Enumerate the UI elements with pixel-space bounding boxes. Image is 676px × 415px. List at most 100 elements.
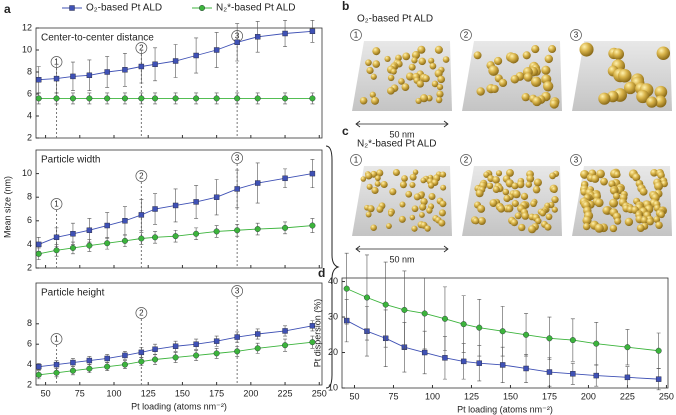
particle xyxy=(654,95,667,108)
particle xyxy=(591,174,600,183)
particle xyxy=(411,225,418,232)
legend-marker xyxy=(198,4,205,11)
panel-label: b xyxy=(342,0,349,13)
particle xyxy=(521,212,530,220)
data-point xyxy=(655,376,662,382)
particle xyxy=(656,46,671,60)
plot-frame xyxy=(35,27,323,139)
particle xyxy=(438,209,446,217)
particle xyxy=(492,176,500,184)
particle xyxy=(508,53,519,64)
data-point xyxy=(254,34,261,40)
particle xyxy=(609,198,619,208)
tile-label: 2 xyxy=(464,156,469,165)
particle xyxy=(511,200,519,208)
particle xyxy=(472,217,480,225)
particle xyxy=(548,45,557,54)
data-point xyxy=(234,227,241,234)
particle xyxy=(655,221,663,229)
marker-circle xyxy=(231,285,244,297)
data-point xyxy=(193,341,199,347)
marker-label: 1 xyxy=(54,58,59,67)
substrate xyxy=(462,41,562,111)
particle xyxy=(511,182,519,190)
particle xyxy=(545,213,553,221)
data-point xyxy=(152,61,158,67)
y-tick-label: 2 xyxy=(27,132,32,142)
particle xyxy=(367,205,375,213)
x-tick-label: 100 xyxy=(106,388,121,398)
particle xyxy=(544,54,553,64)
particle xyxy=(544,223,552,231)
particle xyxy=(370,96,380,105)
particle xyxy=(422,74,430,83)
particle xyxy=(405,72,415,81)
particle xyxy=(579,42,594,57)
data-point xyxy=(138,95,145,102)
legend-marker xyxy=(69,5,75,11)
data-point xyxy=(69,367,76,374)
particle xyxy=(624,217,634,227)
marker-circle xyxy=(50,333,63,345)
particle xyxy=(506,169,514,177)
scale-arrow xyxy=(355,120,449,128)
particle xyxy=(387,74,395,82)
data-point xyxy=(138,235,145,242)
particle xyxy=(623,81,637,95)
data-point xyxy=(254,226,261,233)
data-point xyxy=(193,95,200,102)
data-point xyxy=(193,352,200,359)
data-point xyxy=(460,321,467,328)
particle xyxy=(582,215,592,226)
data-point xyxy=(104,355,110,362)
particle xyxy=(477,217,486,225)
x-tick-label: 225 xyxy=(620,391,635,401)
data-point xyxy=(569,337,576,344)
particle xyxy=(535,217,542,225)
x-tick-label: 175 xyxy=(209,388,224,398)
particle xyxy=(387,86,395,95)
particle xyxy=(374,175,381,182)
tile-circle xyxy=(350,29,362,41)
x-tick-label: 125 xyxy=(141,388,156,398)
particle xyxy=(523,72,533,82)
x-tick-label: 50 xyxy=(349,391,359,401)
data-point xyxy=(86,357,93,364)
particle xyxy=(549,172,556,180)
data-point xyxy=(35,250,42,257)
y-tick-label: 4 xyxy=(27,110,32,120)
data-point xyxy=(53,369,60,376)
marker-label: 1 xyxy=(54,335,59,344)
tile-label: 3 xyxy=(574,31,579,40)
data-point xyxy=(282,224,289,231)
data-point xyxy=(53,234,60,241)
particle xyxy=(551,206,558,213)
tile-label: 1 xyxy=(354,31,359,40)
particle xyxy=(398,215,406,223)
data-point xyxy=(70,231,76,237)
particle xyxy=(477,204,486,213)
data-point xyxy=(546,369,553,375)
y-tick-label: 4 xyxy=(27,359,32,369)
y-tick-label: 8 xyxy=(27,66,32,76)
subplot-title: Center-to-center distance xyxy=(41,33,154,44)
data-point xyxy=(138,349,145,356)
particle xyxy=(654,85,668,99)
data-point xyxy=(213,47,220,53)
data-point xyxy=(282,30,288,37)
y-tick-label: 10 xyxy=(22,44,32,54)
particle xyxy=(618,68,632,83)
particle xyxy=(539,210,546,217)
particle xyxy=(506,205,513,213)
data-point xyxy=(122,218,128,224)
x-tick-label: 225 xyxy=(278,388,293,398)
x-tick-label: 100 xyxy=(425,391,440,401)
particle xyxy=(608,180,616,188)
marker-label: 2 xyxy=(139,172,144,181)
particle xyxy=(390,68,397,75)
particle xyxy=(411,57,418,64)
tile-circle xyxy=(350,154,362,166)
particle xyxy=(419,203,427,211)
particle xyxy=(420,197,428,206)
particle xyxy=(372,47,381,56)
